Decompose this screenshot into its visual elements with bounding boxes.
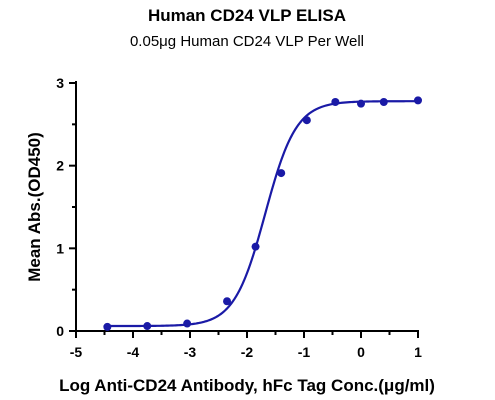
x-tick-label: 1 <box>414 344 422 360</box>
data-point <box>183 319 192 328</box>
chart-title: Human CD24 VLP ELISA <box>148 6 346 25</box>
y-tick-label: 0 <box>56 323 64 339</box>
x-tick-label: 0 <box>357 344 365 360</box>
data-point <box>302 116 311 125</box>
data-point <box>331 98 340 107</box>
x-tick-label: -4 <box>127 344 140 360</box>
y-tick-label: 2 <box>56 158 64 174</box>
axes <box>75 81 419 332</box>
data-point <box>357 99 365 108</box>
data-point <box>414 96 422 105</box>
data-point <box>143 322 152 331</box>
ticks: -5 -4 -3 -2 -1 0 1 0 1 2 3 <box>56 75 422 360</box>
y-tick-label: 1 <box>56 240 64 256</box>
data-point <box>103 322 112 331</box>
x-axis-label: Log Anti-CD24 Antibody, hFc Tag Conc.(μg… <box>59 376 435 395</box>
chart-subtitle: 0.05μg Human CD24 VLP Per Well <box>130 33 364 50</box>
data-point <box>223 297 232 306</box>
data-point <box>277 169 286 178</box>
y-tick-label: 3 <box>56 75 64 91</box>
x-tick-label: -1 <box>298 344 311 360</box>
fit-curve <box>107 100 418 328</box>
fit-curve-group <box>107 100 418 328</box>
x-tick-label: -5 <box>70 344 83 360</box>
data-points <box>103 96 422 331</box>
x-tick-label: -3 <box>184 344 197 360</box>
y-axis-label: Mean Abs.(OD450) <box>25 132 44 282</box>
data-point <box>379 98 388 107</box>
x-tick-label: -2 <box>241 344 254 360</box>
data-point <box>251 242 260 251</box>
